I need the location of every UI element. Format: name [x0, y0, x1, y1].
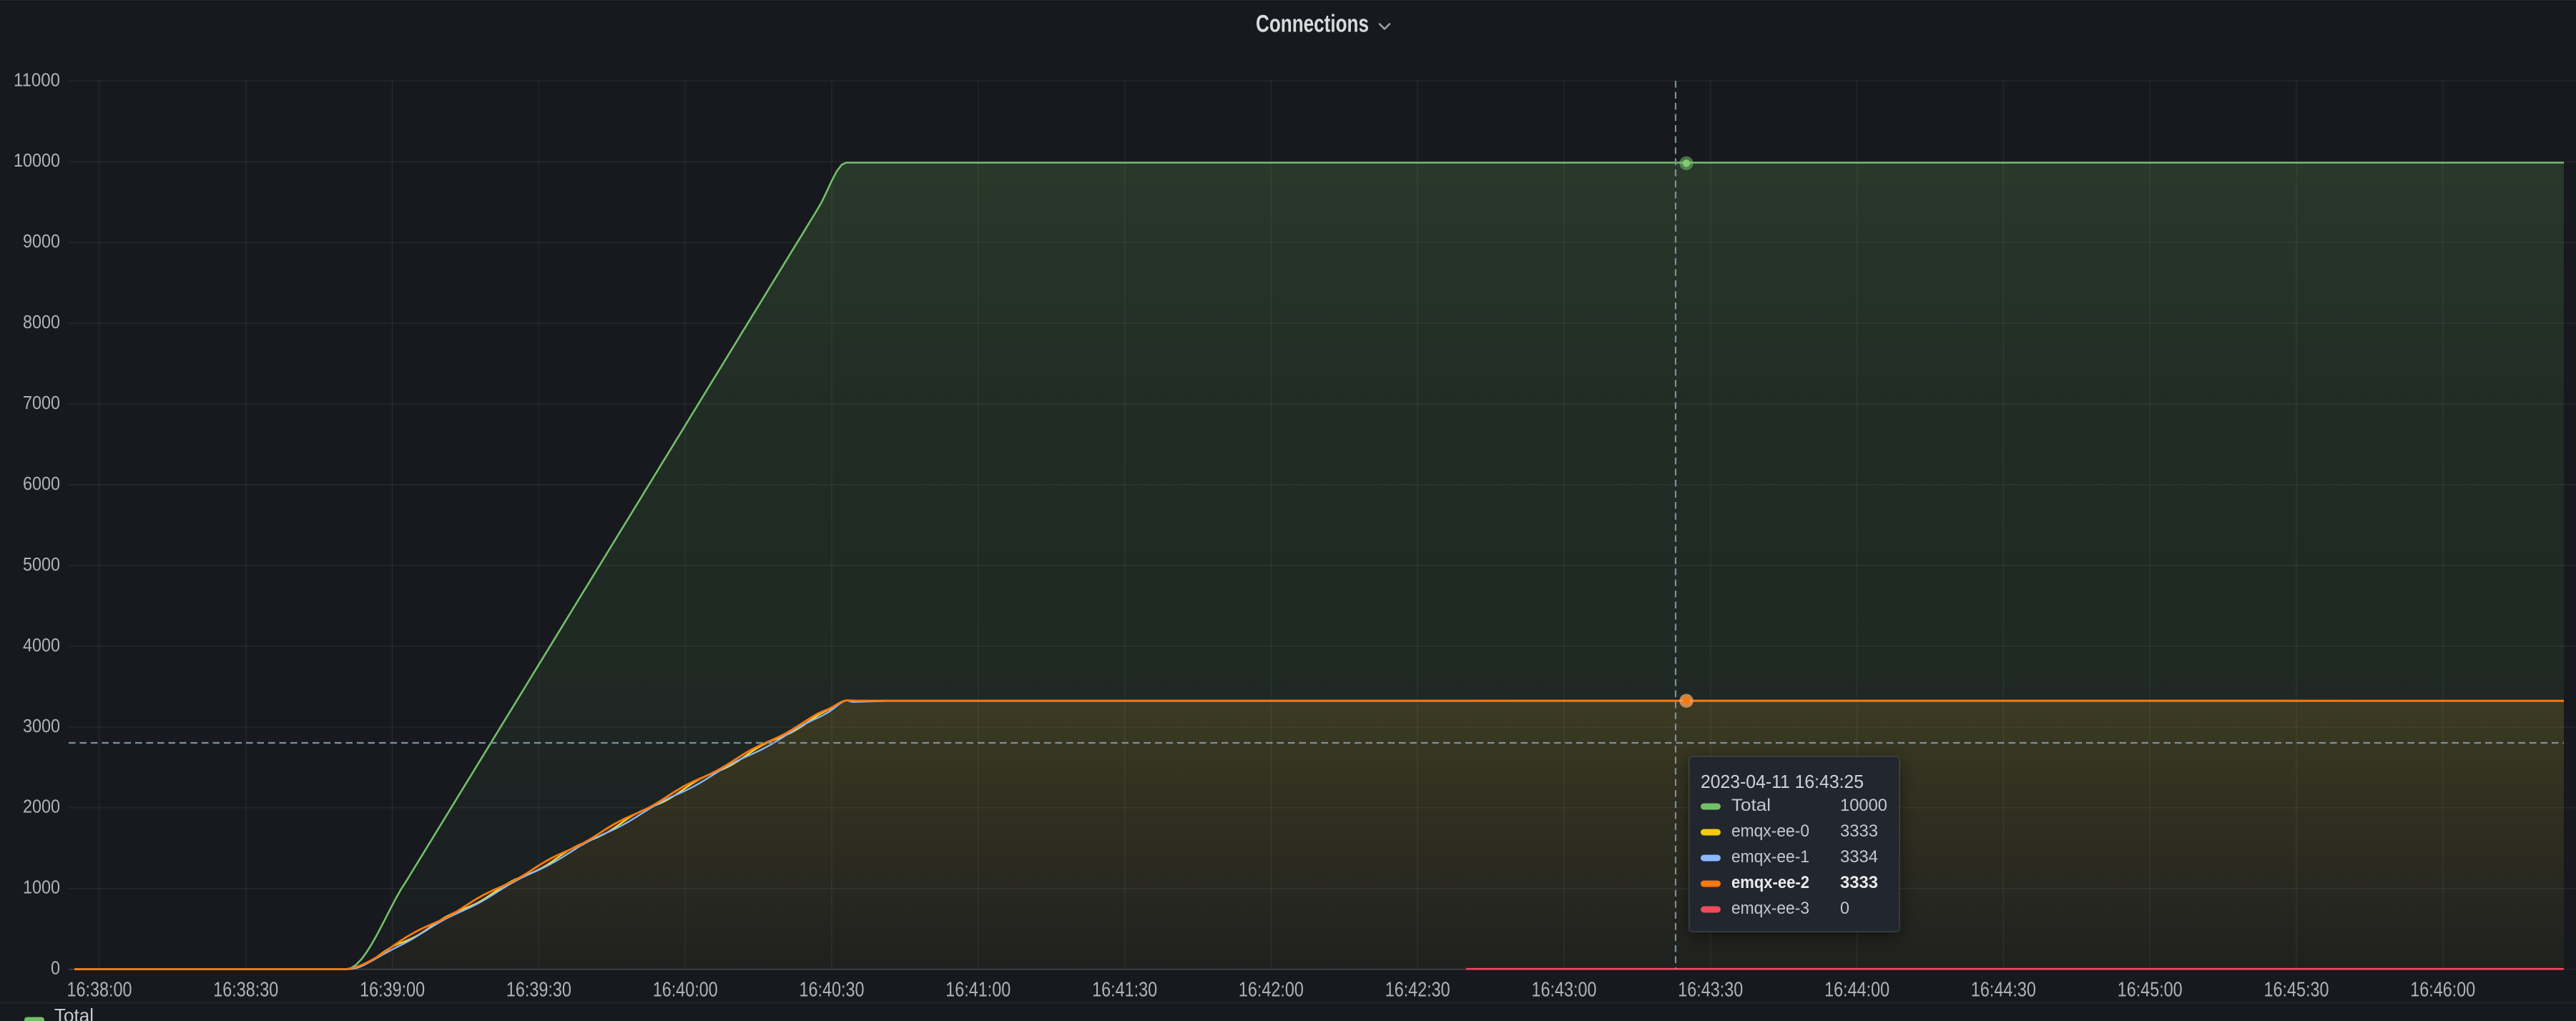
- svg-text:2000: 2000: [23, 796, 60, 817]
- svg-text:16:45:00: 16:45:00: [2118, 979, 2183, 1002]
- svg-text:16:40:30: 16:40:30: [800, 979, 865, 1002]
- svg-text:emqx-ee-2: emqx-ee-2: [1731, 873, 1809, 892]
- svg-text:16:46:00: 16:46:00: [2410, 979, 2475, 1002]
- svg-text:16:42:30: 16:42:30: [1385, 979, 1450, 1002]
- svg-text:16:40:00: 16:40:00: [653, 979, 718, 1002]
- svg-text:2023-04-11 16:43:25: 2023-04-11 16:43:25: [1701, 771, 1864, 792]
- svg-text:5000: 5000: [23, 553, 60, 575]
- svg-text:emqx-ee-1: emqx-ee-1: [1731, 847, 1809, 867]
- svg-text:1000: 1000: [23, 877, 60, 898]
- svg-text:0: 0: [51, 957, 60, 979]
- svg-text:8000: 8000: [23, 311, 60, 332]
- svg-text:7000: 7000: [23, 392, 60, 413]
- svg-text:0: 0: [1840, 899, 1849, 918]
- svg-text:3333: 3333: [1840, 822, 1878, 841]
- svg-text:11000: 11000: [14, 69, 60, 90]
- svg-text:6000: 6000: [23, 473, 60, 494]
- svg-text:10000: 10000: [14, 149, 60, 171]
- svg-text:16:38:30: 16:38:30: [213, 979, 278, 1002]
- svg-text:4000: 4000: [23, 634, 60, 656]
- svg-text:16:39:00: 16:39:00: [360, 979, 425, 1002]
- svg-text:16:42:00: 16:42:00: [1239, 979, 1304, 1002]
- svg-text:16:41:00: 16:41:00: [945, 979, 1011, 1002]
- svg-text:16:44:00: 16:44:00: [1824, 979, 1889, 1002]
- svg-text:9000: 9000: [23, 230, 60, 252]
- svg-text:3333: 3333: [1840, 873, 1878, 892]
- svg-text:16:41:30: 16:41:30: [1092, 979, 1157, 1002]
- svg-text:16:38:00: 16:38:00: [67, 979, 132, 1002]
- svg-text:Connections: Connections: [1256, 11, 1369, 38]
- svg-text:10000: 10000: [1840, 796, 1887, 815]
- svg-text:emqx-ee-0: emqx-ee-0: [1731, 822, 1809, 841]
- svg-text:16:45:30: 16:45:30: [2264, 979, 2329, 1002]
- svg-text:16:44:30: 16:44:30: [1971, 979, 2036, 1002]
- svg-text:3000: 3000: [23, 715, 60, 736]
- svg-text:emqx-ee-3: emqx-ee-3: [1731, 899, 1809, 918]
- svg-text:16:43:00: 16:43:00: [1532, 979, 1597, 1002]
- svg-text:16:43:30: 16:43:30: [1678, 979, 1743, 1002]
- svg-text:16:39:30: 16:39:30: [506, 979, 571, 1002]
- svg-text:3334: 3334: [1840, 847, 1878, 867]
- svg-text:Total: Total: [1731, 796, 1771, 815]
- svg-text:Total: Total: [54, 1005, 94, 1021]
